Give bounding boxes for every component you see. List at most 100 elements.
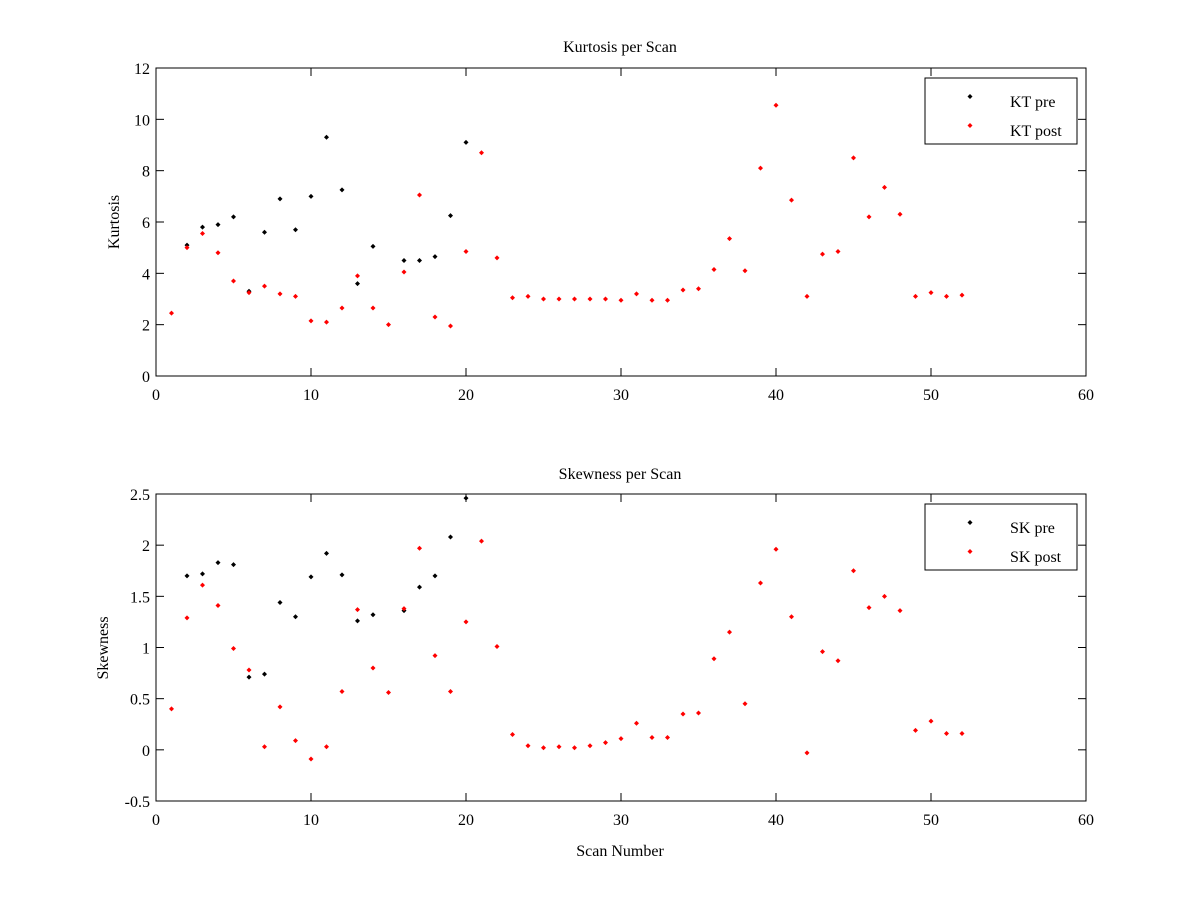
kurtosis-post-point — [851, 155, 856, 161]
kurtosis-post-point — [727, 236, 732, 242]
kurtosis-post-point — [401, 269, 407, 275]
skewness-y-tick-label-1: 0 — [142, 743, 150, 760]
skewness-pre-point — [215, 560, 221, 566]
skewness-post-point — [417, 545, 422, 551]
skewness-post-point — [432, 653, 438, 659]
skewness-post-point — [231, 646, 236, 652]
kurtosis-x-tick-label-5: 50 — [923, 387, 939, 404]
skewness-post-point — [742, 701, 748, 707]
kurtosis-legend-marker-post — [967, 123, 973, 128]
skewness-post-point — [308, 756, 314, 762]
kurtosis-post-point — [510, 295, 515, 301]
kurtosis-post-point — [184, 245, 190, 251]
skewness-post-point — [928, 718, 934, 724]
skewness-pre-point — [339, 572, 345, 578]
skewness-post-point — [587, 743, 593, 749]
kurtosis-y-tick-label-5: 10 — [134, 112, 150, 129]
skewness-post-point — [789, 614, 794, 620]
kurtosis-post-point — [804, 293, 810, 299]
kurtosis-y-tick-label-3: 6 — [142, 215, 150, 232]
skewness-post-point — [851, 568, 856, 574]
skewness-pre-point — [448, 534, 453, 540]
kurtosis-post-point — [665, 297, 670, 303]
kurtosis-y-tick-label-2: 4 — [142, 266, 150, 283]
kurtosis-post-point — [231, 278, 236, 284]
kurtosis-post-point — [835, 249, 841, 255]
kurtosis-pre-point — [215, 222, 221, 228]
kurtosis-post-point — [494, 255, 500, 261]
skewness-pre-point — [417, 584, 422, 590]
skewness-pre-point — [293, 614, 298, 620]
skewness-post-point — [820, 649, 825, 655]
kurtosis-post-point — [959, 292, 965, 298]
skewness-x-tick-label-4: 40 — [768, 812, 784, 829]
kurtosis-y-tick-label-6: 12 — [134, 61, 150, 78]
kurtosis-legend: KT pre KT post — [924, 77, 1078, 145]
skewness-post-point — [262, 744, 267, 750]
skewness-post-point — [525, 743, 531, 749]
skewness-post-point — [680, 711, 686, 717]
skewness-post-point — [897, 608, 903, 614]
skewness-x-tick-label-2: 20 — [458, 812, 474, 829]
kurtosis-pre-point — [432, 254, 438, 260]
skewness-legend-label-pre: SK pre — [1010, 520, 1055, 537]
kurtosis-post-point — [649, 297, 655, 303]
skewness-post-point — [804, 750, 810, 756]
skewness-post-point — [324, 744, 329, 750]
kurtosis-post-point — [556, 296, 562, 302]
kurtosis-x-tick-label-3: 30 — [613, 387, 629, 404]
kurtosis-post-point — [417, 192, 422, 198]
kurtosis-pre-point — [184, 242, 190, 248]
kurtosis-pre-point — [324, 134, 329, 140]
kurtosis-post-point — [262, 283, 267, 289]
kurtosis-post-point — [200, 231, 205, 237]
skewness-post-point — [556, 744, 562, 750]
kurtosis-legend-label-post: KT post — [1010, 123, 1062, 140]
skewness-x-axis-label: Scan Number — [576, 843, 664, 860]
skewness-post-point — [339, 689, 345, 695]
kurtosis-pre-point — [448, 213, 453, 219]
kurtosis-post-point — [479, 150, 484, 156]
skewness-post-point — [618, 736, 624, 742]
kurtosis-post-point — [603, 296, 608, 302]
skewness-y-tick-label-3: 1 — [142, 641, 150, 658]
kurtosis-pre-point — [293, 227, 298, 233]
skewness-post-point — [370, 665, 376, 671]
skewness-y-tick-label-6: 2.5 — [130, 487, 150, 504]
skewness-post-point — [603, 740, 608, 746]
kurtosis-pre-point — [339, 187, 345, 193]
skewness-post-point — [711, 656, 717, 662]
skewness-post-point — [727, 629, 732, 635]
skewness-pre-point — [184, 573, 190, 579]
kurtosis-post-point — [820, 251, 825, 257]
skewness-post-point — [184, 615, 190, 621]
skewness-pre-point — [432, 573, 438, 579]
kurtosis-x-tick-label-2: 20 — [458, 387, 474, 404]
skewness-y-tick-label-0: -0.5 — [125, 794, 150, 811]
skewness-post-point — [758, 580, 763, 586]
skewness-points — [169, 495, 965, 762]
kurtosis-post-point — [866, 214, 872, 220]
kurtosis-post-point — [758, 165, 763, 171]
kurtosis-chart: Kurtosis per Scan Kurtosis 0 10 20 30 40 50 60… — [106, 39, 1094, 404]
kurtosis-x-tick-label-0: 0 — [152, 387, 160, 404]
skewness-post-point — [293, 738, 298, 744]
kurtosis-post-point — [882, 184, 887, 190]
kurtosis-post-point — [789, 197, 794, 203]
skewness-legend-box — [924, 503, 1078, 571]
kurtosis-post-point — [463, 249, 469, 255]
kurtosis-post-point — [293, 293, 298, 299]
skewness-post-point — [882, 593, 887, 599]
skewness-post-point — [479, 538, 484, 544]
kurtosis-y-tick-label-4: 8 — [142, 164, 150, 181]
kurtosis-post-point — [587, 296, 593, 302]
skewness-legend: SK pre SK post — [924, 503, 1078, 571]
skewness-x-tick-label-6: 60 — [1078, 812, 1094, 829]
kurtosis-pre-point — [355, 281, 360, 287]
skewness-pre-point — [231, 562, 236, 568]
kurtosis-post-point — [277, 291, 283, 297]
skewness-post-point — [200, 582, 205, 588]
skewness-y-tick-label-5: 2 — [142, 538, 150, 555]
kurtosis-post-point — [897, 211, 903, 217]
kurtosis-pre-point — [231, 214, 236, 220]
